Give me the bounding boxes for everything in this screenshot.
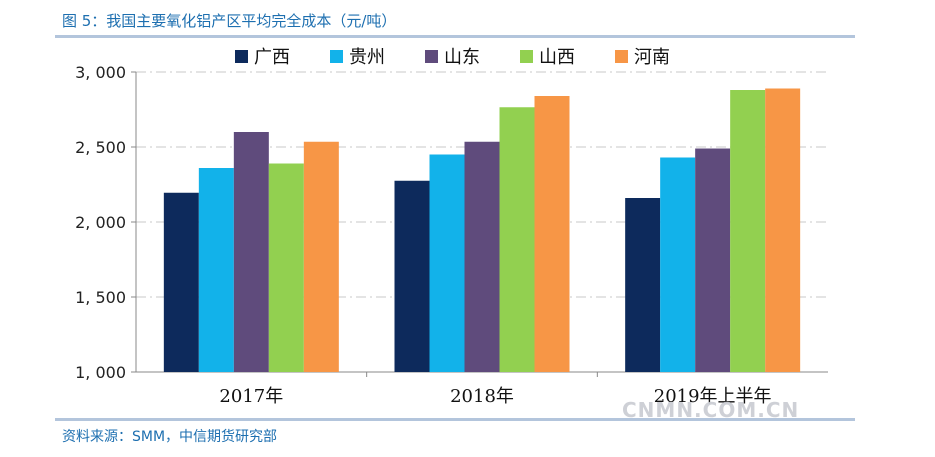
y-tick-label: 1, 000 (75, 363, 126, 382)
bar-山西-2018年 (499, 107, 535, 372)
bar-贵州-2017年 (198, 168, 234, 372)
bar-广西-2018年 (394, 180, 430, 372)
y-tick-label: 3, 000 (75, 63, 126, 82)
bar-山东-2017年 (233, 132, 269, 372)
y-tick-label: 2, 500 (75, 138, 126, 157)
bar-河南-2017年 (303, 141, 339, 372)
y-tick-label: 2, 000 (75, 213, 126, 232)
bar-广西-2019年上半年 (625, 198, 661, 372)
legend-swatch-山东 (425, 50, 438, 63)
legend: 广西 贵州 山东 山西 河南 (235, 47, 670, 68)
bar-山西-2019年上半年 (730, 90, 766, 372)
legend-label-广西: 广西 (254, 47, 290, 68)
bar-山东-2019年上半年 (695, 148, 731, 372)
bottom-divider (55, 418, 855, 421)
legend-label-河南: 河南 (634, 47, 670, 68)
source-note: 资料来源：SMM，中信期货研究部 (62, 429, 278, 445)
bar-山东-2018年 (464, 141, 500, 372)
legend-swatch-贵州 (330, 50, 343, 63)
x-tick-label: 2019年上半年 (654, 386, 772, 407)
legend-swatch-河南 (615, 50, 628, 63)
bar-广西-2017年 (163, 192, 199, 372)
top-divider (55, 35, 855, 38)
bar-贵州-2019年上半年 (660, 157, 696, 372)
bar-河南-2019年上半年 (765, 88, 801, 372)
bar-贵州-2018年 (429, 154, 465, 372)
y-tick-label: 1, 500 (75, 288, 126, 307)
legend-label-山西: 山西 (539, 47, 575, 68)
bars (163, 88, 801, 372)
bar-河南-2018年 (534, 96, 570, 372)
axes: 1, 000 1, 500 2, 000 2, 500 3, 000 2017年 2018年… (75, 63, 828, 407)
legend-label-贵州: 贵州 (349, 47, 385, 68)
bar-山西-2017年 (268, 163, 304, 372)
figure-title: 图 5：我国主要氧化铝产区平均完全成本（元/吨） (62, 12, 397, 30)
legend-label-山东: 山东 (444, 47, 480, 68)
x-tick-label: 2017年 (219, 386, 283, 407)
legend-swatch-广西 (235, 50, 248, 63)
legend-swatch-山西 (520, 50, 533, 63)
x-tick-label: 2018年 (450, 386, 514, 407)
watermark: CNMN.COM.CN (622, 398, 800, 422)
